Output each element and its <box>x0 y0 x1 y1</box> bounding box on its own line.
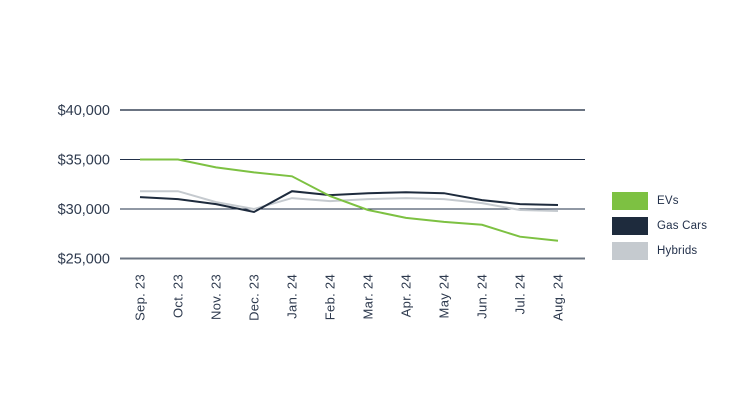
x-axis-tick-label: Oct. 23 <box>171 274 186 318</box>
x-axis-tick-label: Mar. 24 <box>361 274 376 319</box>
legend-swatch-gas-cars <box>612 217 648 235</box>
y-axis-tick-label: $40,000 <box>58 103 110 119</box>
x-axis-tick-label: May 24 <box>437 274 452 318</box>
legend-label-evs: EVs <box>657 195 679 207</box>
x-axis-tick-label: Jul. 24 <box>513 274 528 314</box>
legend-item-gas-cars: Gas Cars <box>612 217 707 235</box>
x-axis-tick-label: Jun. 24 <box>475 274 490 319</box>
legend-label-hybrids: Hybrids <box>657 245 698 257</box>
x-axis-tick-label: Nov. 23 <box>209 274 224 320</box>
series-line-hybrids <box>140 190 559 212</box>
x-axis-tick-label: Jan. 24 <box>285 274 300 319</box>
y-axis-tick-label: $25,000 <box>58 252 110 268</box>
series-line-gas-cars <box>139 190 559 214</box>
y-axis-tick-label: $30,000 <box>58 202 110 218</box>
series-line-evs <box>140 158 559 242</box>
legend-label-gas-cars: Gas Cars <box>657 220 708 232</box>
x-axis-tick-label: Dec. 23 <box>247 274 262 321</box>
x-axis-tick-label: Sep. 23 <box>133 274 148 321</box>
chart-legend: EVs Gas Cars Hybrids <box>612 192 707 260</box>
x-axis-tick-label: Apr. 24 <box>399 274 414 317</box>
x-axis-tick-label: Aug. 24 <box>551 274 566 321</box>
y-axis-tick-label: $35,000 <box>58 153 110 169</box>
x-axis-tick-label: Feb. 24 <box>323 274 338 320</box>
legend-swatch-hybrids <box>612 242 648 260</box>
legend-item-evs: EVs <box>612 192 707 210</box>
legend-item-hybrids: Hybrids <box>612 242 707 260</box>
legend-swatch-evs <box>612 192 648 210</box>
